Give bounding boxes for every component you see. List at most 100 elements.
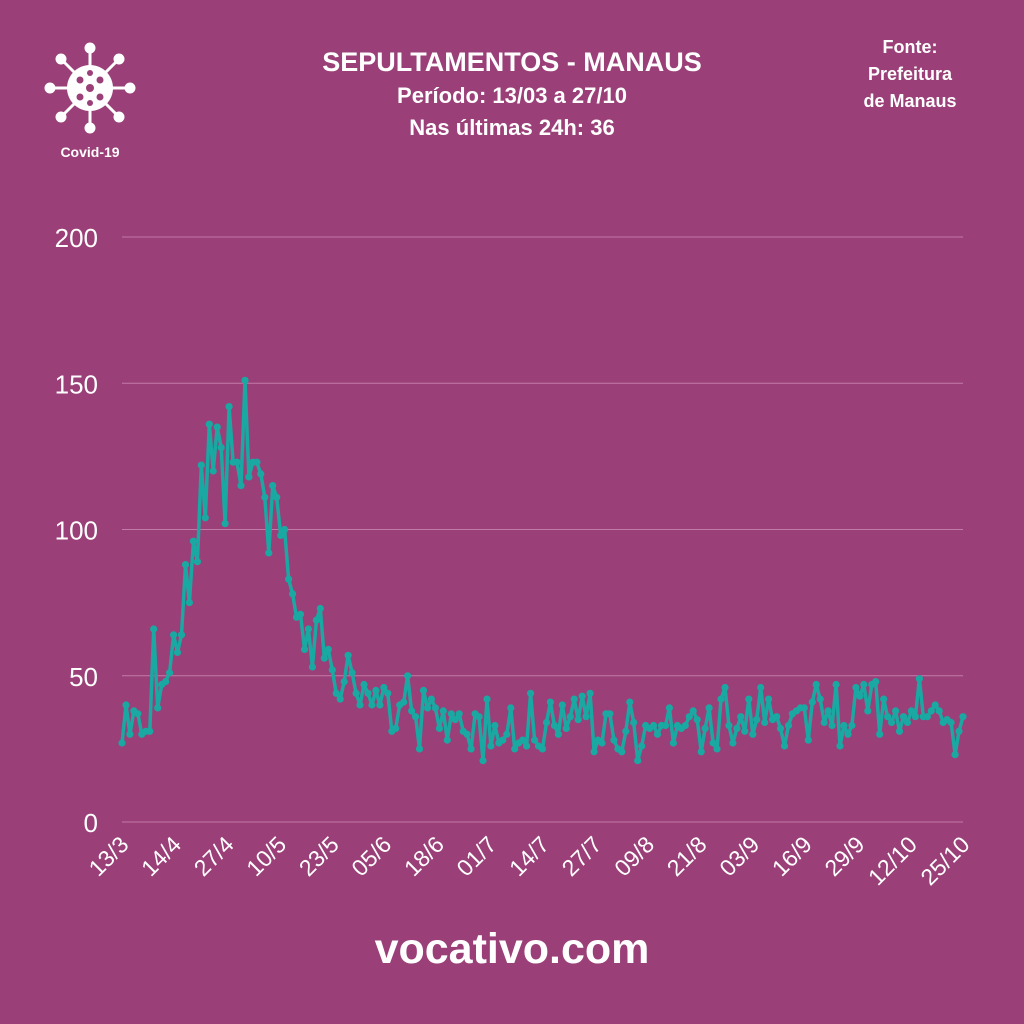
- data-point: [860, 680, 868, 689]
- data-point: [209, 467, 217, 475]
- data-point: [761, 718, 769, 727]
- data-point: [606, 710, 614, 718]
- data-point: [384, 689, 392, 697]
- data-point: [479, 757, 487, 765]
- header: SEPULTAMENTOS - MANAUS Período: 13/03 a …: [212, 44, 812, 144]
- data-point: [277, 531, 285, 540]
- data-point: [181, 561, 190, 569]
- x-tick-label: 18/6: [399, 831, 449, 881]
- data-point: [419, 686, 428, 695]
- data-point: [911, 713, 920, 721]
- data-point: [546, 698, 555, 706]
- data-point: [491, 721, 499, 730]
- data-point: [439, 707, 447, 715]
- data-point: [709, 739, 717, 747]
- x-tick-label: 23/5: [294, 831, 344, 881]
- data-point: [193, 558, 201, 566]
- data-point: [832, 680, 840, 689]
- data-point: [126, 730, 134, 738]
- data-point: [170, 631, 178, 639]
- data-point: [685, 713, 693, 721]
- data-point: [820, 718, 828, 727]
- data-point: [173, 648, 182, 657]
- data-point: [856, 692, 864, 700]
- data-point: [780, 742, 789, 750]
- data-point: [412, 713, 420, 721]
- data-point: [320, 654, 328, 662]
- data-point: [800, 704, 808, 712]
- data-point: [213, 423, 221, 431]
- data-point: [443, 736, 451, 744]
- chart-title: SEPULTAMENTOS - MANAUS: [322, 47, 702, 77]
- data-point: [884, 713, 892, 721]
- data-point: [741, 727, 749, 735]
- data-point: [721, 683, 729, 692]
- data-point: [269, 482, 277, 490]
- data-point: [872, 678, 880, 686]
- data-point: [554, 730, 563, 738]
- data-point: [296, 610, 305, 618]
- data-point: [360, 680, 368, 689]
- data-point: [550, 721, 559, 730]
- x-tick-label: 14/4: [136, 831, 186, 881]
- data-point: [955, 727, 963, 735]
- data-point: [864, 707, 872, 715]
- data-point: [880, 695, 888, 703]
- data-point: [217, 444, 225, 452]
- data-point: [372, 686, 380, 695]
- data-point: [899, 713, 908, 721]
- x-tick-label: 09/8: [609, 831, 659, 881]
- data-point: [776, 724, 785, 733]
- data-point: [400, 698, 408, 706]
- source-label: Fonte:: [882, 37, 938, 57]
- data-point: [340, 678, 348, 686]
- data-point: [923, 713, 931, 721]
- data-point: [590, 748, 598, 756]
- data-point: [907, 707, 916, 715]
- data-point: [574, 716, 582, 724]
- data-point: [368, 701, 376, 709]
- data-point: [503, 730, 511, 738]
- data-point: [650, 721, 658, 730]
- x-tick-label: 14/7: [504, 831, 554, 881]
- data-point: [689, 707, 697, 715]
- data-point: [225, 403, 233, 411]
- data-point: [257, 470, 265, 478]
- data-point: [570, 695, 578, 703]
- data-point: [753, 716, 761, 724]
- x-tick-label: 27/7: [557, 831, 607, 881]
- data-point: [542, 718, 551, 727]
- source-note: Fonte: Prefeitura de Manaus: [840, 34, 980, 115]
- period-text: Período: 13/03 a 27/10: [397, 83, 627, 108]
- data-point: [634, 757, 642, 765]
- data-point: [332, 689, 340, 697]
- data-point: [713, 745, 721, 753]
- data-point: [201, 514, 209, 522]
- data-point: [483, 695, 491, 703]
- data-point: [261, 493, 269, 501]
- data-point: [582, 713, 590, 721]
- data-point: [888, 718, 896, 727]
- data-point: [844, 730, 852, 738]
- data-point: [665, 704, 674, 712]
- data-point: [852, 683, 860, 692]
- data-point: [475, 713, 483, 721]
- data-point: [150, 625, 158, 633]
- data-point: [562, 724, 570, 733]
- data-point: [729, 739, 737, 747]
- data-point: [824, 707, 832, 715]
- data-point: [408, 707, 416, 715]
- data-point: [765, 695, 773, 703]
- data-point: [289, 590, 297, 598]
- footer-site: vocativo.com: [374, 925, 650, 973]
- data-point: [959, 713, 967, 721]
- data-point: [376, 701, 384, 709]
- data-point: [348, 669, 356, 677]
- data-point: [221, 520, 229, 528]
- data-point: [189, 537, 197, 545]
- data-point: [316, 604, 324, 613]
- data-point: [423, 704, 432, 712]
- data-point: [586, 689, 594, 697]
- data-point: [324, 645, 332, 654]
- data-point: [344, 651, 352, 659]
